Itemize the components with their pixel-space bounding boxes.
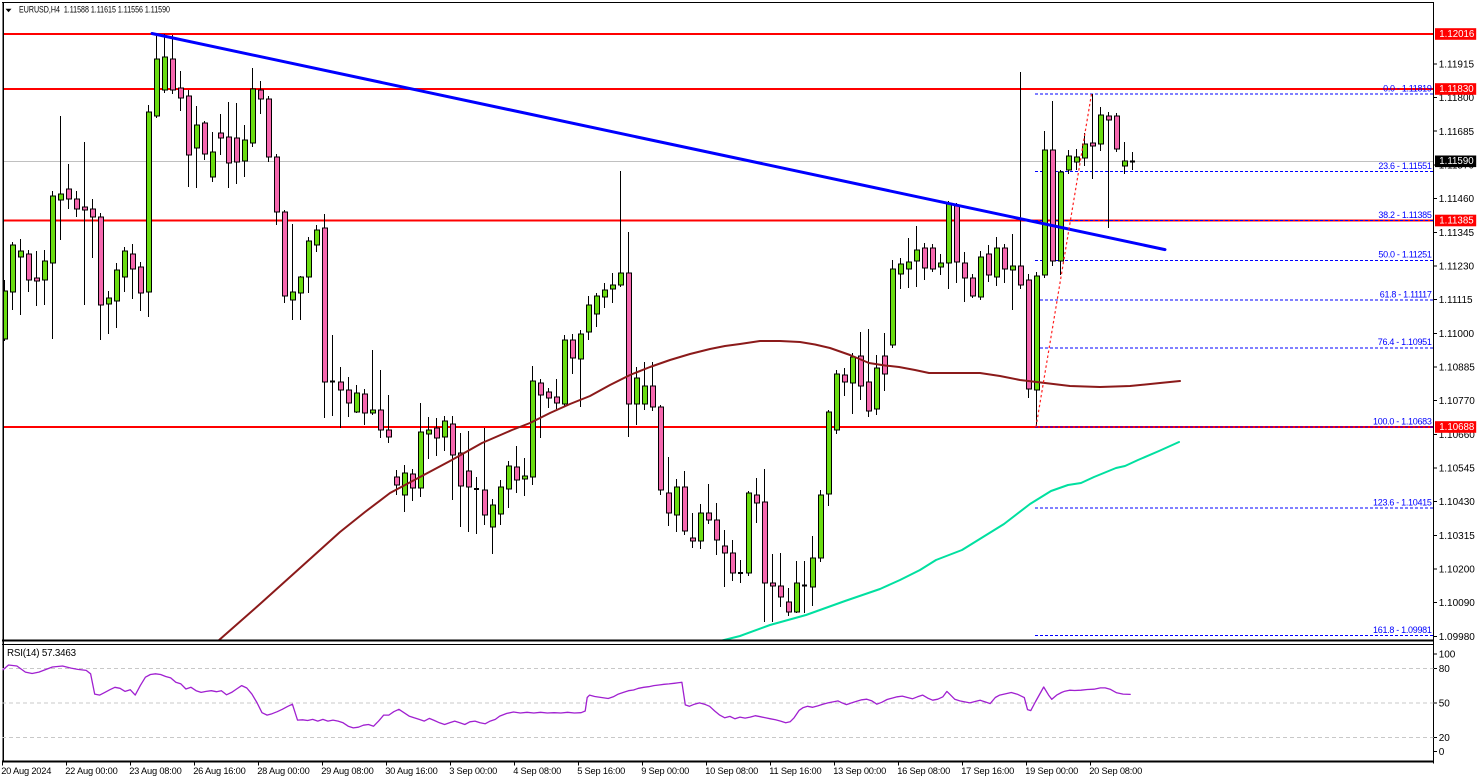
- svg-text:29 Aug 08:00: 29 Aug 08:00: [321, 766, 373, 776]
- svg-text:1.10090: 1.10090: [1439, 598, 1476, 609]
- svg-text:1.10200: 1.10200: [1439, 565, 1476, 576]
- svg-text:38.2 - 1.11385: 38.2 - 1.11385: [1378, 210, 1431, 220]
- svg-text:100.0 - 1.10683: 100.0 - 1.10683: [1373, 416, 1432, 426]
- svg-text:RSI(14) 57.3463: RSI(14) 57.3463: [7, 648, 77, 659]
- svg-text:80: 80: [1439, 664, 1451, 675]
- svg-text:1.11460: 1.11460: [1439, 194, 1475, 205]
- svg-text:13 Sep 00:00: 13 Sep 00:00: [833, 766, 886, 776]
- svg-text:5 Sep 16:00: 5 Sep 16:00: [577, 766, 625, 776]
- svg-text:1.11830: 1.11830: [1439, 84, 1474, 95]
- svg-text:1.10545: 1.10545: [1439, 464, 1476, 475]
- svg-text:1.11000: 1.11000: [1439, 329, 1475, 340]
- svg-text:1.11915: 1.11915: [1439, 60, 1475, 71]
- svg-text:9 Sep 00:00: 9 Sep 00:00: [641, 766, 689, 776]
- svg-text:26 Aug 16:00: 26 Aug 16:00: [193, 766, 245, 776]
- svg-text:23 Aug 08:00: 23 Aug 08:00: [129, 766, 181, 776]
- svg-text:1.11685: 1.11685: [1439, 127, 1475, 138]
- svg-text:100: 100: [1439, 650, 1456, 661]
- svg-text:1.11590: 1.11590: [1439, 156, 1474, 167]
- svg-text:61.8 - 1.11117: 61.8 - 1.11117: [1380, 289, 1432, 299]
- svg-text:17 Sep 16:00: 17 Sep 16:00: [961, 766, 1014, 776]
- svg-text:1.10660: 1.10660: [1439, 430, 1476, 441]
- svg-text:4 Sep 08:00: 4 Sep 08:00: [513, 766, 561, 776]
- svg-text:11 Sep 16:00: 11 Sep 16:00: [769, 766, 821, 776]
- svg-text:50.0 - 1.11251: 50.0 - 1.11251: [1378, 250, 1431, 260]
- svg-text:0: 0: [1439, 747, 1445, 758]
- svg-text:22 Aug 00:00: 22 Aug 00:00: [65, 766, 117, 776]
- svg-text:3 Sep 00:00: 3 Sep 00:00: [449, 766, 497, 776]
- svg-text:10 Sep 08:00: 10 Sep 08:00: [705, 766, 758, 776]
- svg-text:123.6 - 1.10415: 123.6 - 1.10415: [1373, 497, 1432, 507]
- svg-text:161.8 - 1.09981: 161.8 - 1.09981: [1373, 625, 1432, 635]
- svg-text:1.10315: 1.10315: [1439, 531, 1476, 542]
- svg-text:1.11115: 1.11115: [1439, 295, 1473, 306]
- svg-text:20 Sep 08:00: 20 Sep 08:00: [1089, 766, 1142, 776]
- svg-text:1.10688: 1.10688: [1439, 422, 1474, 433]
- svg-text:1.10885: 1.10885: [1439, 363, 1476, 374]
- svg-text:EURUSD,H4 1.11588 1.11615 1.1: EURUSD,H4 1.11588 1.11615 1.11556 1.1159…: [19, 5, 170, 15]
- svg-text:19 Sep 00:00: 19 Sep 00:00: [1025, 766, 1078, 776]
- svg-text:1.11385: 1.11385: [1439, 215, 1473, 226]
- svg-text:76.4 - 1.10951: 76.4 - 1.10951: [1378, 337, 1432, 347]
- svg-text:1.11800: 1.11800: [1439, 93, 1475, 104]
- svg-text:20 Aug 2024: 20 Aug 2024: [1, 766, 51, 776]
- svg-text:1.10770: 1.10770: [1439, 396, 1476, 407]
- svg-text:23.6 - 1.11551: 23.6 - 1.11551: [1378, 161, 1431, 171]
- svg-text:0.0 - 1.11819: 0.0 - 1.11819: [1383, 83, 1432, 93]
- svg-text:1.10430: 1.10430: [1439, 497, 1476, 508]
- svg-text:16 Sep 08:00: 16 Sep 08:00: [897, 766, 950, 776]
- svg-text:30 Aug 16:00: 30 Aug 16:00: [385, 766, 437, 776]
- svg-text:1.11345: 1.11345: [1439, 228, 1475, 239]
- svg-text:20: 20: [1439, 733, 1451, 744]
- svg-text:1.09980: 1.09980: [1439, 632, 1476, 643]
- svg-text:1.11230: 1.11230: [1439, 262, 1475, 273]
- svg-text:28 Aug 00:00: 28 Aug 00:00: [257, 766, 309, 776]
- svg-text:1.12016: 1.12016: [1439, 29, 1474, 40]
- svg-text:50: 50: [1439, 699, 1451, 710]
